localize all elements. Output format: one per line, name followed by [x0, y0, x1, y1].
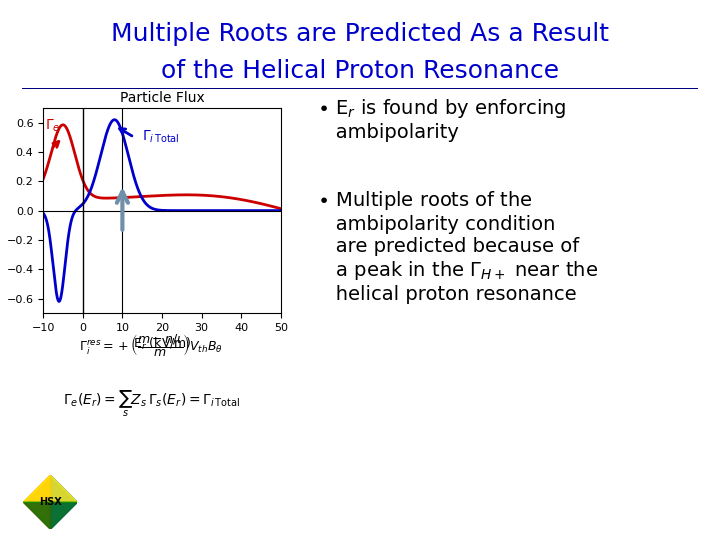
Text: $\Gamma_e(E_r) = \sum_s Z_s\,\Gamma_s(E_r) = \Gamma_{i\,\mathrm{Total}}$: $\Gamma_e(E_r) = \sum_s Z_s\,\Gamma_s(E_…	[63, 389, 240, 419]
Polygon shape	[50, 475, 78, 529]
Text: $\bullet$ Multiple roots of the
   ambipolarity condition
   are predicted becau: $\bullet$ Multiple roots of the ambipola…	[317, 189, 598, 305]
Text: HSX: HSX	[39, 497, 62, 507]
Y-axis label: Γ (10$^{19}$ m$^{-2}$s$^{-1}$): Γ (10$^{19}$ m$^{-2}$s$^{-1}$)	[0, 167, 4, 254]
Text: $\Gamma_{i\,\mathrm{Total}}$: $\Gamma_{i\,\mathrm{Total}}$	[142, 128, 180, 145]
Polygon shape	[23, 502, 78, 529]
Polygon shape	[23, 475, 78, 502]
Text: $\bullet$ E$_r$ is found by enforcing
   ambipolarity: $\bullet$ E$_r$ is found by enforcing am…	[317, 97, 567, 142]
Title: Particle Flux: Particle Flux	[120, 91, 204, 105]
X-axis label: E$_r$ (kV/m): E$_r$ (kV/m)	[132, 336, 192, 352]
Text: Multiple Roots are Predicted As a Result: Multiple Roots are Predicted As a Result	[111, 22, 609, 45]
Text: of the Helical Proton Resonance: of the Helical Proton Resonance	[161, 59, 559, 83]
Polygon shape	[23, 475, 50, 529]
Text: $\Gamma_i^{res} = +\left(\dfrac{m - n/\iota}{m}\right)V_{th}B_\theta$: $\Gamma_i^{res} = +\left(\dfrac{m - n/\i…	[79, 332, 223, 358]
Text: $\Gamma_e$: $\Gamma_e$	[45, 118, 60, 134]
